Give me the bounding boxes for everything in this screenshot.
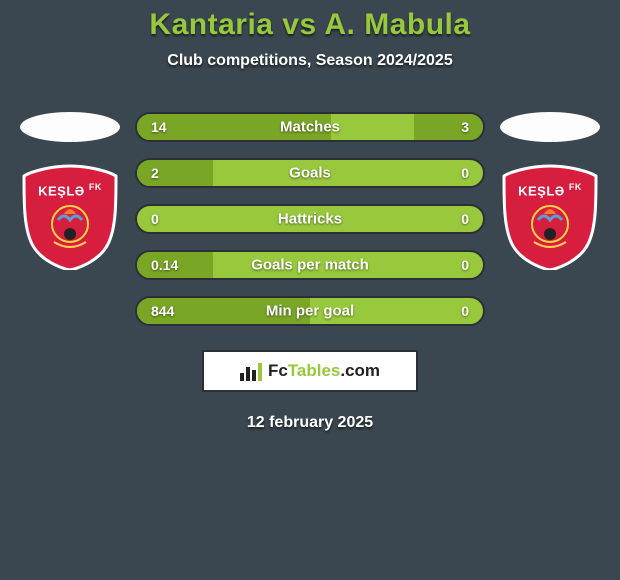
page-title: Kantaria vs A. Mabula [0,8,620,42]
stat-bar: 844Min per goal0 [135,296,485,326]
club-suffix-text: FK [569,182,582,192]
player-right-column: KEŞLƏ FK [495,112,605,270]
club-name-text: KEŞLƏ [518,183,565,198]
stat-value-right: 0 [461,211,469,227]
bars-icon [240,361,262,381]
shield-icon [20,164,120,270]
stat-value-right: 0 [461,303,469,319]
stat-metric: Matches [137,119,483,136]
stat-metric: Min per goal [137,303,483,320]
club-suffix-text: FK [89,182,102,192]
player-left-club-badge: KEŞLƏ FK [20,164,120,270]
stat-bar: 0.14Goals per match0 [135,250,485,280]
comparison-row: KEŞLƏ FK 14Matches32Goals00Hattricks00.1… [0,112,620,326]
player-right-portrait [500,112,600,142]
brand-prefix: Fc [268,361,288,380]
brand-main: Tables [288,361,341,380]
player-left-club-name: KEŞLƏ FK [20,182,120,198]
player-right-club-badge: KEŞLƏ FK [500,164,600,270]
stat-bar: 0Hattricks0 [135,204,485,234]
player-right-club-name: KEŞLƏ FK [500,182,600,198]
brand-text: FcTables.com [268,361,380,381]
root: Kantaria vs A. Mabula Club competitions,… [0,0,620,432]
stat-bar: 14Matches3 [135,112,485,142]
stat-metric: Goals [137,165,483,182]
player-left-column: KEŞLƏ FK [15,112,125,270]
player-left-portrait [20,112,120,142]
brand-watermark: FcTables.com [202,350,418,392]
club-name-text: KEŞLƏ [38,183,85,198]
stat-metric: Hattricks [137,211,483,228]
page-subtitle: Club competitions, Season 2024/2025 [0,52,620,70]
date-label: 12 february 2025 [0,414,620,432]
stat-value-right: 3 [461,119,469,135]
stats-column: 14Matches32Goals00Hattricks00.14Goals pe… [135,112,485,326]
stat-bar: 2Goals0 [135,158,485,188]
stat-value-right: 0 [461,165,469,181]
stat-value-right: 0 [461,257,469,273]
brand-suffix: .com [340,361,380,380]
shield-icon [500,164,600,270]
stat-metric: Goals per match [137,257,483,274]
